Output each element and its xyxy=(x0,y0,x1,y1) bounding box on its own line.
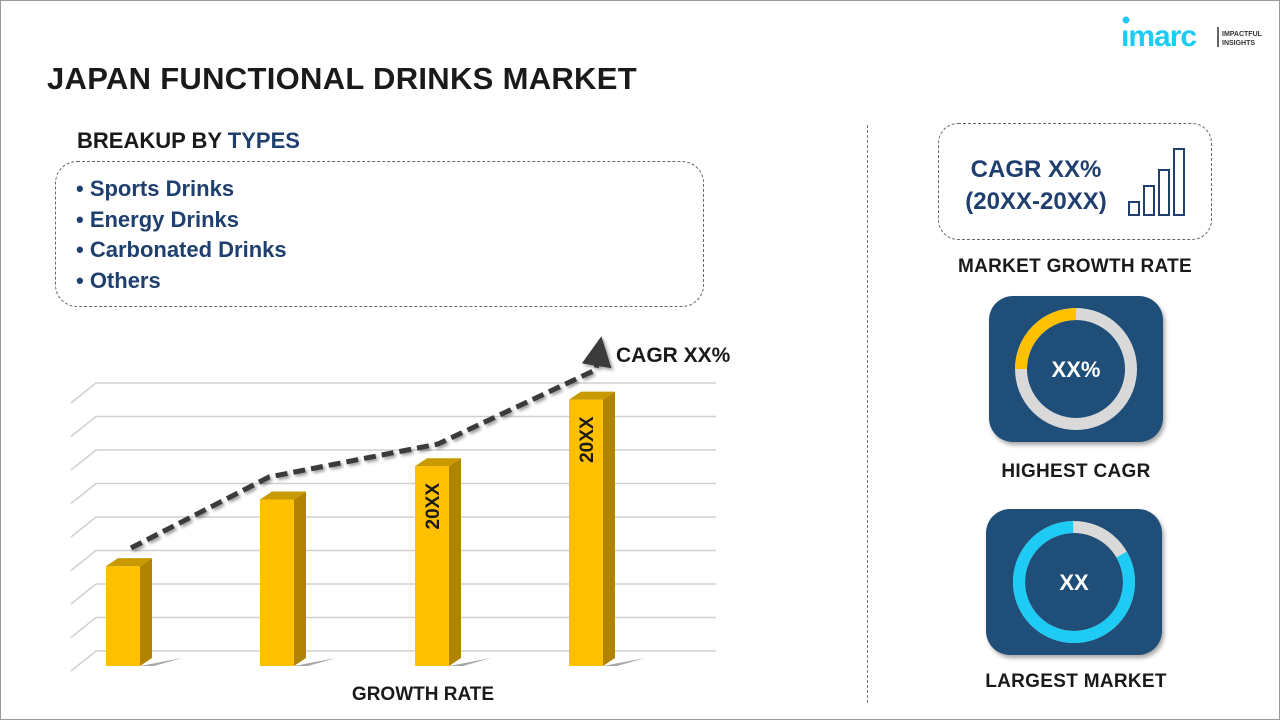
svg-text:INSIGHTS: INSIGHTS xyxy=(1222,40,1255,47)
breakup-prefix: BREAKUP BY xyxy=(77,128,228,153)
donut-chart-icon: XX xyxy=(1013,521,1135,643)
gridline xyxy=(70,549,716,572)
gridline xyxy=(70,516,716,538)
gridline xyxy=(70,415,716,438)
list-item: • Sports Drinks xyxy=(76,176,235,201)
svg-text:IMPACTFUL: IMPACTFUL xyxy=(1222,31,1263,38)
highest-cagr-value: XX% xyxy=(1052,357,1101,382)
types-list: • Sports Drinks • Energy Drinks • Carbon… xyxy=(55,161,704,307)
list-item: • Others xyxy=(76,267,161,293)
trend-label: CAGR XX% xyxy=(616,344,731,367)
breakup-highlight: TYPES xyxy=(227,128,300,153)
market-growth-label: MARKET GROWTH RATE xyxy=(957,256,1193,277)
cagr-value: CAGR XX% xyxy=(970,156,1102,183)
bar xyxy=(106,558,182,666)
market-growth-box: CAGR XX% (20XX-20XX) xyxy=(938,123,1212,240)
largest-market-card: XX xyxy=(986,509,1162,655)
largest-market-label: LARGEST MARKET xyxy=(985,671,1167,692)
gridline xyxy=(70,616,716,639)
x-axis-label: GROWTH RATE xyxy=(352,684,494,705)
highest-cagr-card: XX% xyxy=(989,296,1163,442)
breakup-heading: BREAKUP BY TYPES xyxy=(77,128,300,154)
gridline xyxy=(70,583,716,605)
donut-chart-icon: XX% xyxy=(1015,308,1137,430)
svg-text:ımarc: ımarc xyxy=(1121,20,1196,51)
bar: 20XX xyxy=(569,391,645,666)
trend-line xyxy=(129,336,612,551)
largest-market-value: XX xyxy=(1059,570,1089,595)
bar-data-label: 20XX xyxy=(577,416,598,463)
bar: 20XX xyxy=(415,458,491,666)
gridline xyxy=(70,382,716,404)
bar-data-label: 20XX xyxy=(423,483,444,530)
bar-chart-icon xyxy=(1128,148,1185,216)
gridline xyxy=(70,650,716,672)
divider xyxy=(867,125,868,703)
growth-chart: 20XX 20XX CAGR XX% GROWTH RATE xyxy=(70,336,731,705)
list-item: • Carbonated Drinks xyxy=(76,237,287,262)
gridline xyxy=(70,449,716,471)
page-title: JAPAN FUNCTIONAL DRINKS MARKET xyxy=(47,61,637,96)
list-item: • Energy Drinks xyxy=(76,206,239,232)
imarc-logo: ımarc IMPACTFUL INSIGHTS xyxy=(1121,15,1271,56)
bar xyxy=(260,491,336,666)
highest-cagr-label: HIGHEST CAGR xyxy=(1001,461,1151,482)
gridline xyxy=(70,482,716,505)
cagr-period: (20XX-20XX) xyxy=(965,188,1107,215)
